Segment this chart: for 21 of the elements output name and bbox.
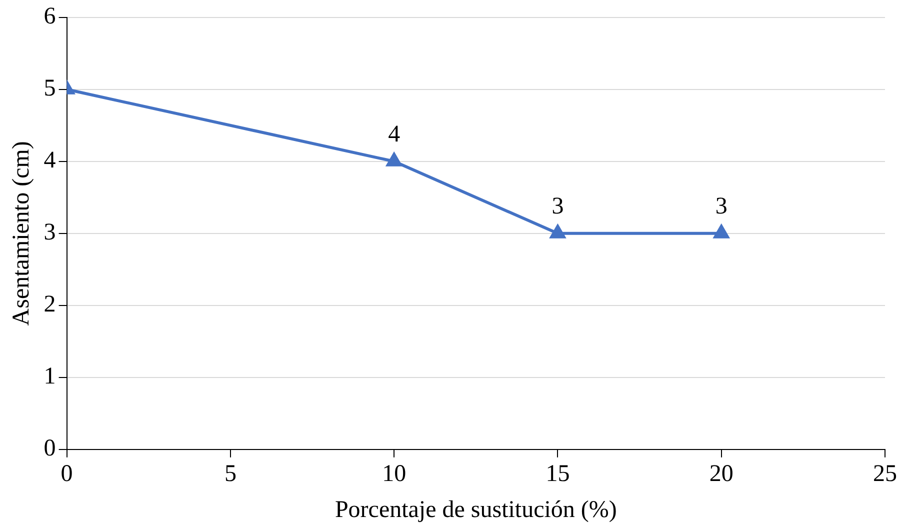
y-tick-label: 2	[44, 292, 56, 318]
x-tick-label: 25	[873, 461, 897, 488]
y-tick-label: 4	[44, 148, 56, 174]
y-tick-label: 6	[44, 4, 56, 30]
y-tick-label: 5	[44, 76, 56, 102]
point	[714, 224, 729, 238]
point	[386, 152, 402, 166]
y-tick-label: 3	[44, 220, 56, 246]
x-tick-label: 0	[60, 461, 73, 488]
y-tick-label: 1	[44, 364, 56, 390]
x-tick-label: 5	[224, 461, 236, 488]
y-tick-label: 0	[44, 436, 56, 462]
x-tick-label: 20	[709, 461, 734, 488]
y-axis-title: Asentamiento (cm)	[8, 141, 35, 326]
data-label: 4	[388, 122, 400, 148]
data-label: 3	[552, 194, 564, 220]
x-tick-label: 15	[546, 461, 570, 488]
data-label: 3	[715, 194, 728, 220]
x-axis-title: Porcentaje de sustitución (%)	[334, 496, 617, 523]
point	[550, 224, 566, 238]
x-tick-label: 10	[382, 461, 406, 488]
